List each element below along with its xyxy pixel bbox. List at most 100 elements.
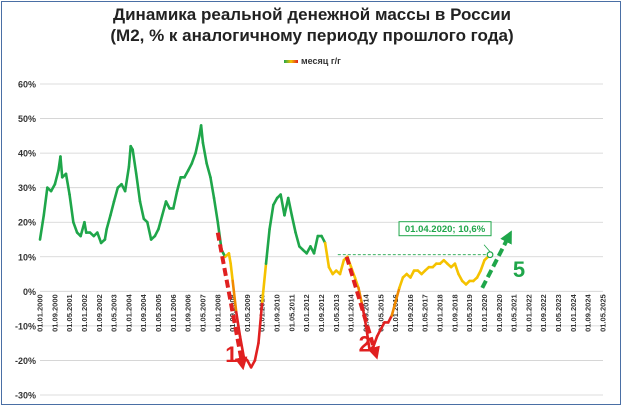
legend-swatch [284, 59, 298, 63]
trend-arrow [344, 256, 380, 360]
series-segment [157, 214, 164, 231]
series-segment [112, 186, 120, 203]
x-tick-label: 01.09.2012 [317, 294, 326, 332]
x-tick-label: 01.01.2004 [124, 294, 133, 332]
series-segment [201, 141, 208, 165]
x-tick-label: 01.01.2012 [302, 294, 311, 332]
series-segment [72, 220, 79, 234]
series-segment [286, 196, 294, 217]
series-segment [294, 231, 301, 248]
x-tick-label: 01.09.2022 [539, 294, 548, 332]
series-segment [83, 220, 88, 234]
series-segment [127, 144, 132, 169]
series-segment [229, 262, 234, 283]
series-segment [234, 310, 242, 338]
series-segment [257, 300, 264, 345]
callout-box [398, 221, 492, 237]
series-segment [134, 172, 142, 203]
x-tick-label: 01.05.2007 [198, 294, 207, 332]
x-tick-label: 01.05.2021 [510, 294, 519, 332]
y-tick-label: 10% [18, 252, 36, 262]
series-segment [205, 162, 212, 179]
y-tick-label: -10% [15, 321, 36, 331]
x-tick-label: 01.05.2017 [421, 294, 430, 332]
x-tick-label: 01.05.2005 [154, 294, 163, 332]
x-tick-label: 01.05.2015 [376, 294, 385, 332]
x-tick-label: 01.05.2013 [332, 294, 341, 332]
series-segment [64, 172, 71, 196]
series-segment [290, 214, 297, 234]
x-tick-label: 01.01.2018 [436, 294, 445, 332]
series-segment [398, 276, 405, 290]
arrow-number-label: 1 [225, 342, 237, 367]
arrow-number-label: 2 [359, 332, 371, 357]
series-segment [227, 252, 232, 265]
x-tick-label: 01.01.2020 [480, 294, 489, 332]
series-segment [479, 258, 486, 272]
x-tick-label: 01.01.2006 [169, 294, 178, 332]
x-tick-label: 01.01.2016 [391, 294, 400, 332]
series-segment [38, 214, 46, 241]
y-tick-label: 60% [18, 80, 36, 90]
x-tick-label: 01.01.2002 [80, 294, 89, 332]
x-tick-label: 01.09.2020 [495, 294, 504, 332]
series-segment [209, 176, 216, 200]
legend-label: месяц г/г [301, 56, 341, 66]
series-segment [323, 241, 331, 269]
series-segment [96, 231, 103, 245]
callout-leader [483, 244, 491, 252]
series-segment [457, 272, 464, 283]
series-segment [172, 189, 179, 210]
x-tick-label: 01.09.2006 [184, 294, 193, 332]
x-tick-label: 01.05.2003 [110, 294, 119, 332]
series-segment [353, 276, 360, 290]
series-segment [272, 196, 279, 207]
x-tick-label: 01.05.2009 [243, 294, 252, 332]
x-tick-label: 01.01.2014 [347, 294, 356, 332]
series-segment [253, 341, 260, 362]
x-tick-label: 01.01.2024 [569, 294, 578, 332]
x-tick-label: 01.01.2022 [524, 294, 533, 332]
series-segment [199, 124, 205, 145]
series-segment [160, 200, 168, 217]
x-tick-label: 01.01.2008 [213, 294, 222, 332]
y-tick-label: 40% [18, 149, 36, 159]
y-tick-label: -30% [15, 391, 36, 401]
x-tick-label: 01.09.2002 [95, 294, 104, 332]
x-tick-label: 01.05.2025 [599, 294, 608, 332]
series-segment [109, 200, 116, 217]
x-tick-label: 01.09.2016 [406, 294, 415, 332]
callout-label: 01.04.2020; 10,6% [405, 224, 486, 235]
series-segment [264, 227, 271, 265]
x-tick-label: 01.09.2008 [228, 294, 237, 332]
series-segment [42, 186, 49, 217]
series-segment [146, 220, 153, 241]
highlight-point [486, 251, 494, 259]
x-tick-label: 01.09.2014 [361, 294, 370, 332]
x-tick-label: 01.09.2018 [450, 294, 459, 332]
series-segment [123, 165, 131, 193]
series-segment [53, 169, 60, 186]
trend-arrow [480, 230, 512, 289]
x-tick-label: 01.09.2004 [139, 294, 148, 332]
x-tick-label: 01.09.2000 [50, 294, 59, 332]
series-segment [279, 193, 286, 217]
chart-title: Динамика реальной денежной массы в Росси… [112, 5, 511, 24]
series-segment [390, 300, 397, 317]
series-segment [103, 227, 108, 241]
series-segment [105, 214, 112, 231]
series-segment [231, 279, 238, 314]
series-segment [212, 196, 220, 224]
series-segment [138, 200, 146, 221]
x-tick-label: 01.09.2024 [584, 294, 593, 332]
series-segment [238, 334, 246, 359]
x-tick-label: 01.09.2010 [273, 294, 282, 332]
y-tick-label: 30% [18, 183, 36, 193]
y-tick-label: 0% [23, 287, 36, 297]
series-segment [68, 193, 75, 224]
series-segment [338, 258, 346, 276]
y-tick-label: 50% [18, 114, 36, 124]
x-tick-label: 01.05.2019 [465, 294, 474, 332]
